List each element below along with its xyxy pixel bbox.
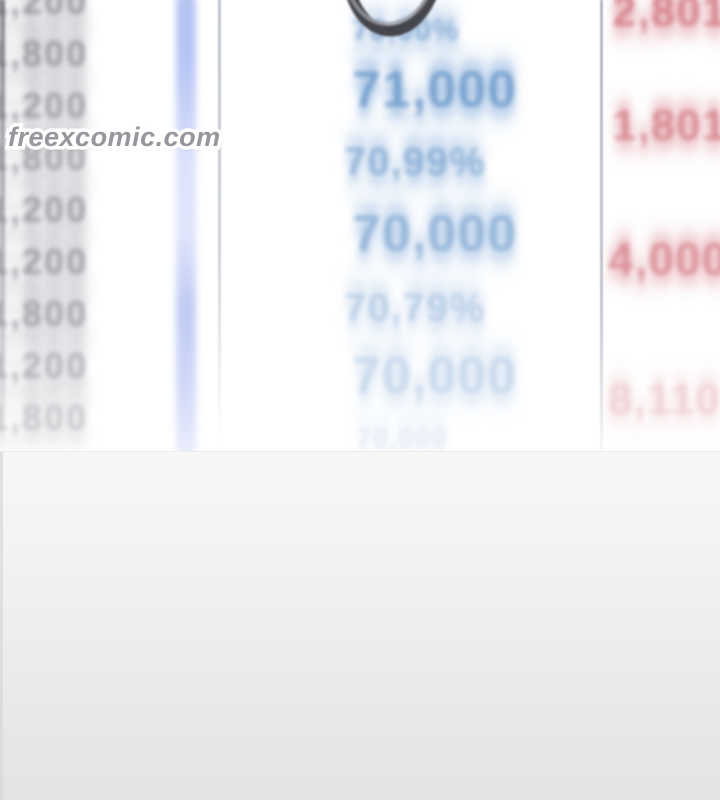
price-change-cell: 70,99% [344,140,486,184]
bid-qty-cell: 1,200 [0,241,89,282]
ask-qty-cell: 1,801 [612,101,720,150]
bid-qty-cell: 1,200 [0,0,89,22]
watermark-outline: freexcomic.com [5,119,224,156]
price-cell: 70,000 [352,347,518,405]
watermark-text: freexcomic.com [8,122,221,152]
ask-qty-cell: 4,000 [608,233,720,285]
page-gutter [0,451,720,800]
cursor-swoosh-icon [347,0,436,37]
price-change-cell: 70,79% [344,286,486,330]
price-cell: 70,000 [356,422,448,452]
price-cell: 70,000 [352,205,518,263]
ask-qty-cell: 2,801 [612,0,720,36]
bid-qty-cell: 1,800 [0,137,89,178]
bid-qty-cell: 1,200 [0,345,89,386]
ask-qty-cell: 8,110 [608,375,720,424]
panel-left-edge-shade [0,0,5,451]
gutter-left-edge-shade [0,452,3,800]
highlight-strip [176,0,196,451]
bid-qty-cell: 1,200 [0,189,89,230]
trading-orderbook-panel: 1,200 1,800 1,200 1,800 1,200 1,200 1,80… [0,0,720,451]
column-divider-right [600,0,603,451]
bid-qty-cell: 1,800 [0,397,89,438]
bid-qty-cell: 1,800 [0,293,89,334]
price-cell: 71,000 [352,61,518,119]
column-divider-left [218,0,221,442]
bid-qty-cell: 1,200 [0,85,89,126]
watermark: freexcomic.com freexcomic.com [5,119,228,166]
bid-qty-cell: 1,800 [0,33,89,74]
